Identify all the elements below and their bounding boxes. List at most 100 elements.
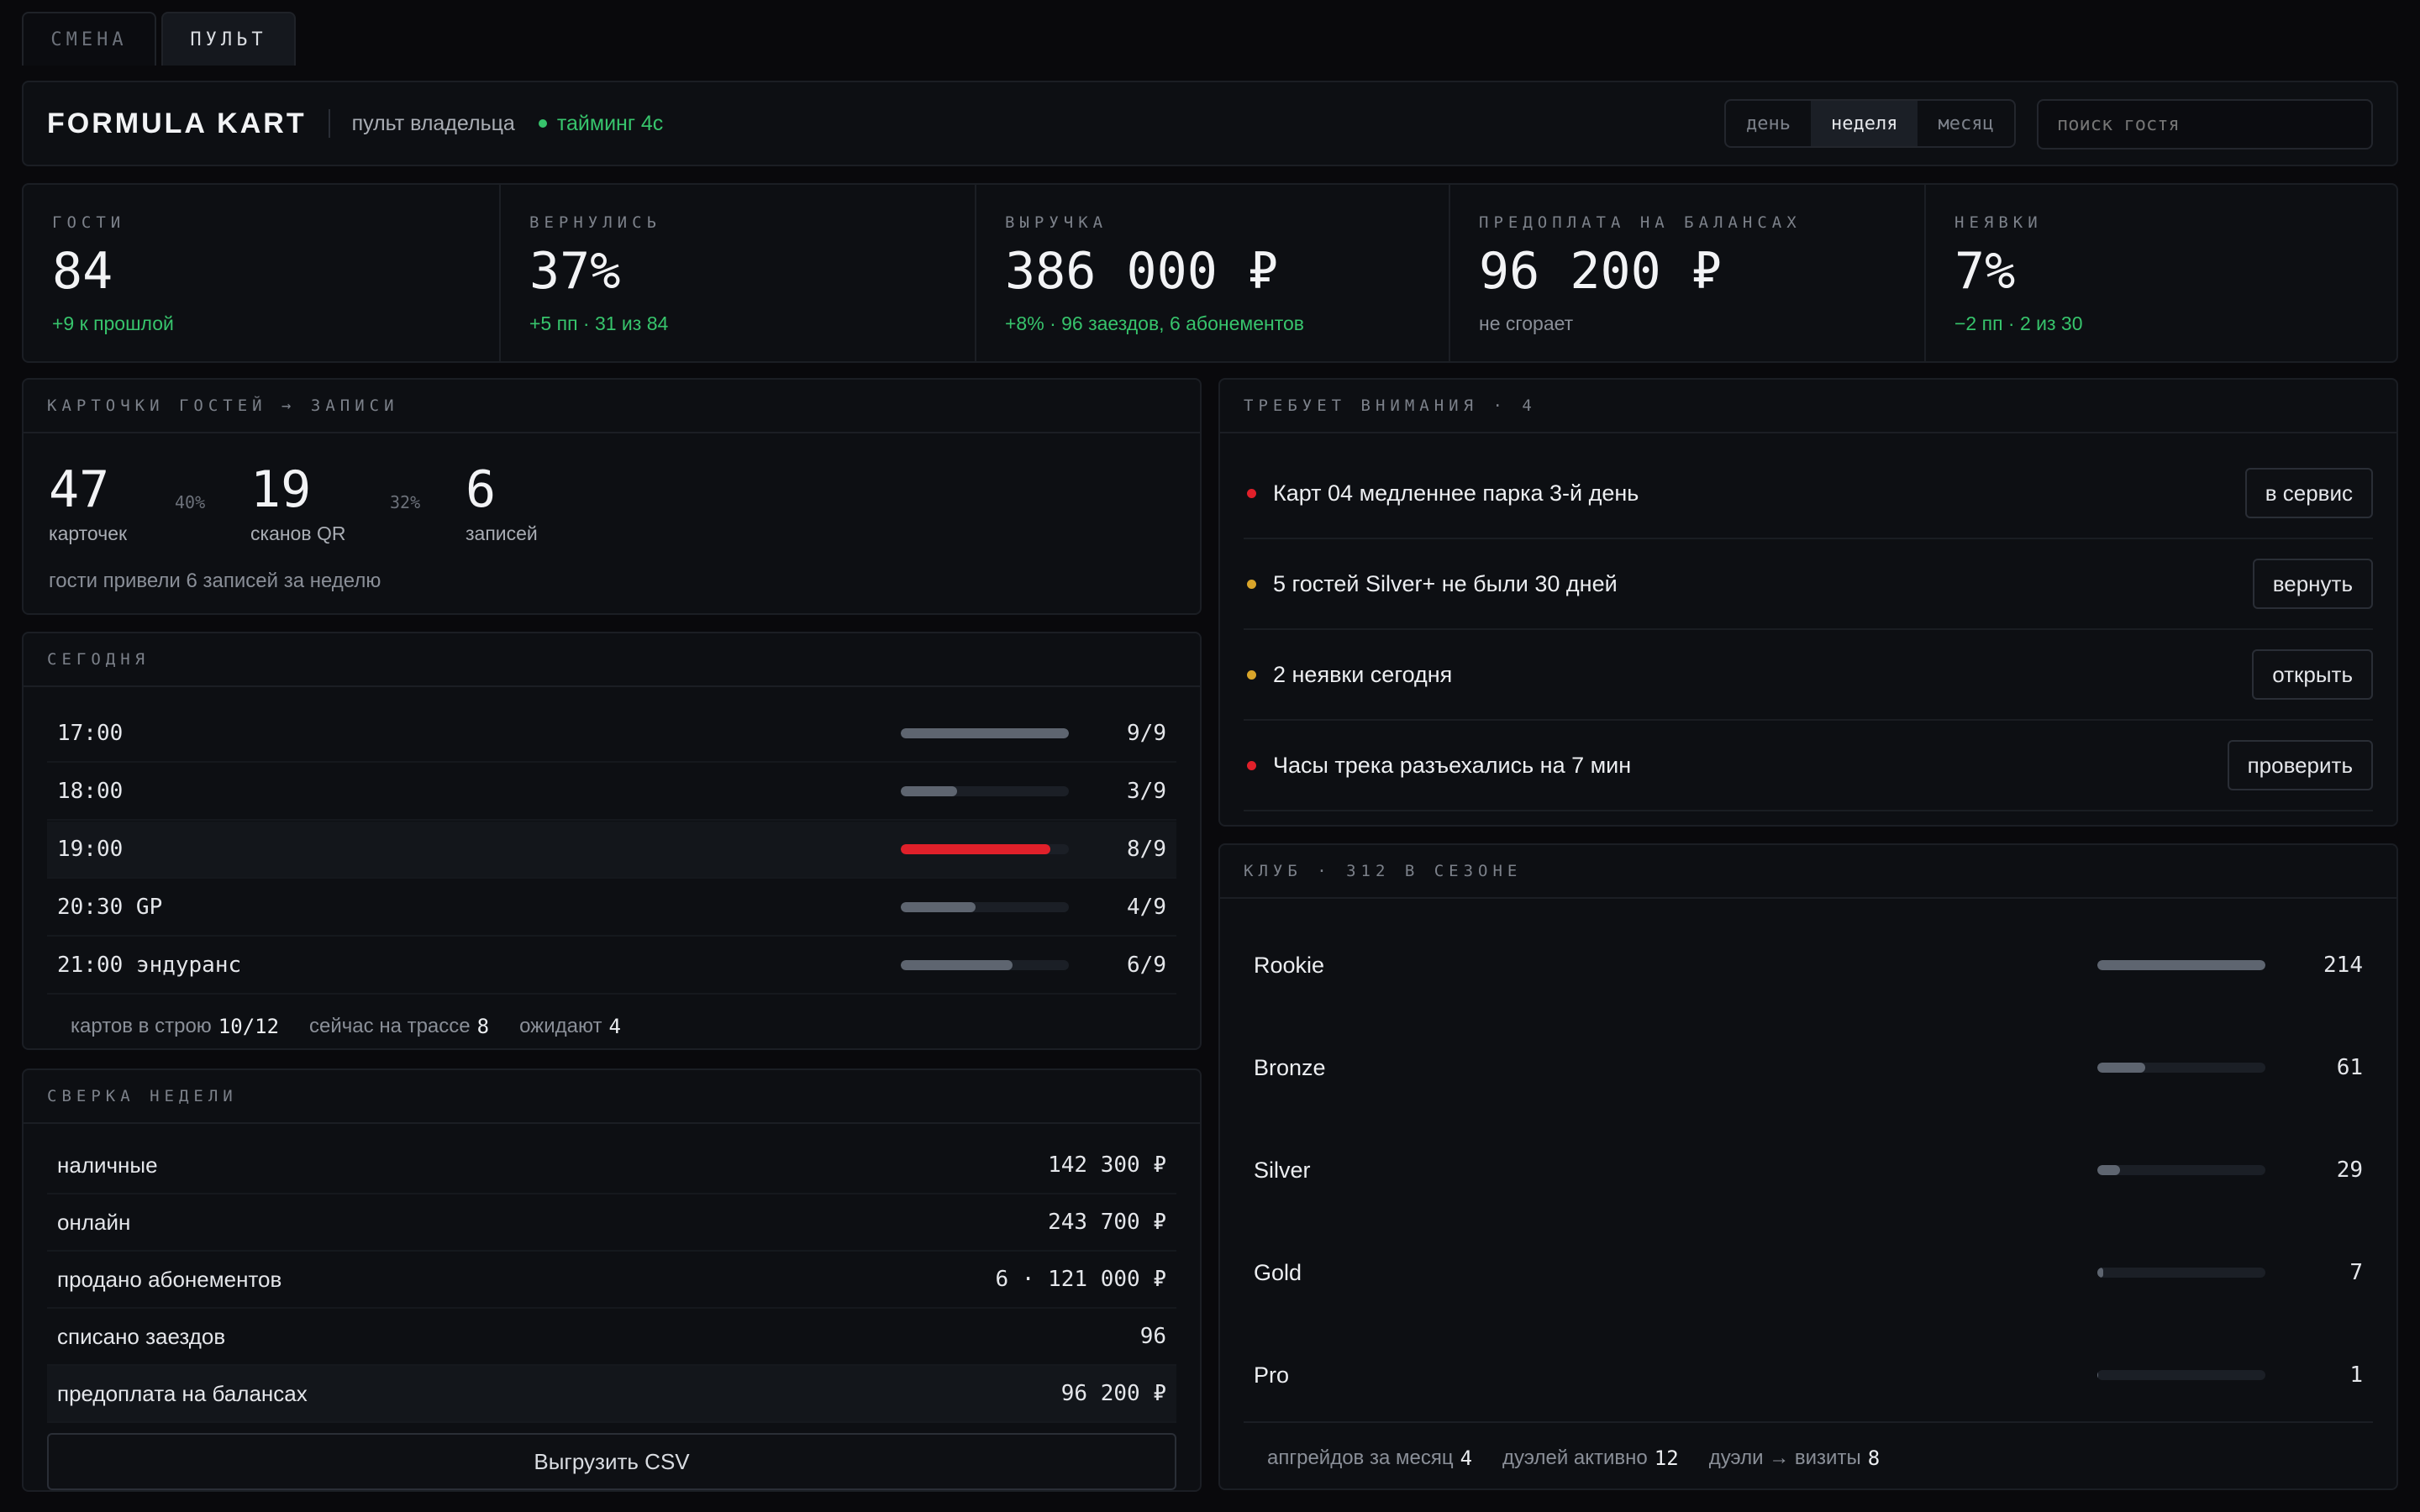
funnel-panel: КАРТОЧКИ ГОСТЕЙ → ЗАПИСИ 47 карточек 40%… [22,378,1202,615]
slot-count: 9/9 [1127,721,1166,746]
attention-item: 2 неявки сегодня открыть [1244,630,2373,721]
schedule-row[interactable]: 19:00 8/9 [47,822,1176,879]
kpi-value: 96 200 ₽ [1479,242,1722,301]
tier-bar [2097,1268,2265,1278]
schedule-row[interactable]: 20:30 GP 4/9 [47,879,1176,937]
attention-action-button[interactable]: открыть [2252,649,2373,700]
tier-name: Bronze [1254,1054,1326,1080]
waiting-value: 4 [608,1015,621,1038]
funnel-rate: 32% [390,492,421,512]
tier-bar [2097,1165,2265,1175]
schedule-row[interactable]: 17:00 9/9 [47,706,1176,763]
occupancy-fill [901,902,976,912]
severity-dot-icon [1247,488,1256,498]
recon-label: списано заездов [57,1323,226,1349]
kpi-value: 84 [52,242,113,301]
kpi-returned: ВЕРНУЛИСЬ 37% +5 пп · 31 из 84 [499,185,975,361]
attention-action-button[interactable]: в сервис [2244,468,2373,518]
tier-count: 1 [2349,1362,2363,1388]
page-subtitle: пульт владельца [351,111,515,135]
severity-dot-icon [1247,579,1256,589]
kpi-noshows: НЕЯВКИ 7% −2 пп · 2 из 30 [1924,185,2396,361]
period-week[interactable]: неделя [1810,101,1918,146]
header-bar: FORMULA KART пульт владельца тайминг 4с … [22,81,2398,166]
footer-label: картов в строю [71,1015,212,1037]
schedule-row[interactable]: 21:00 эндуранс 6/9 [47,937,1176,995]
slot-time: 18:00 [57,779,124,804]
kpi-guests: ГОСТИ 84 +9 к прошлой [24,185,499,361]
funnel-bookings-label: записей [466,522,538,544]
kpi-delta: −2 пп · 2 из 30 [1954,312,2083,334]
period-day[interactable]: день [1746,113,1791,134]
recon-row: продано абонементов 6 · 121 000 ₽ [47,1252,1176,1309]
section-title: ТРЕБУЕТ ВНИМАНИЯ · 4 [1244,396,1537,415]
divider [328,109,330,138]
slot-time: 17:00 [57,721,124,746]
recon-value: 6 · 121 000 ₽ [995,1267,1167,1292]
guest-search-input[interactable] [2037,99,2373,150]
club-tier-row: Rookie 214 [1244,914,2373,1016]
tier-fill [2097,1268,2103,1278]
occupancy-fill [901,786,957,796]
occupancy-fill [901,844,1050,854]
attention-text: Карт 04 медленнее парка 3-й день [1273,480,1639,506]
footer-label: дуэлей активно [1502,1446,1648,1469]
funnel-scans-label: сканов QR [250,522,346,544]
recon-row: списано заездов 96 [47,1309,1176,1366]
period-month[interactable]: месяц [1938,113,1994,134]
tier-count: 214 [2323,953,2363,978]
tier-count: 61 [2336,1055,2363,1080]
schedule-row[interactable]: 18:00 3/9 [47,764,1176,821]
attention-action-button[interactable]: вернуть [2252,559,2373,609]
slot-count: 8/9 [1127,837,1166,862]
period-switcher: день неделя месяц [1724,99,2016,148]
slot-count: 4/9 [1127,895,1166,920]
kpi-revenue: ВЫРУЧКА 386 000 ₽ +8% · 96 заездов, 6 аб… [975,185,1449,361]
kpi-prepayment: ПРЕДОПЛАТА НА БАЛАНСАХ 96 200 ₽ не сгора… [1449,185,1924,361]
kpi-delta: не сгорает [1479,312,1574,334]
section-title: СЕГОДНЯ [47,650,150,669]
tier-name: Rookie [1254,952,1325,978]
funnel-cards-label: карточек [49,522,128,544]
tier-count: 7 [2349,1260,2363,1285]
tab-pult[interactable]: ПУЛЬТ [161,12,296,66]
recon-label: онлайн [57,1209,131,1235]
recon-value: 96 200 ₽ [1060,1381,1166,1406]
funnel-bookings-value: 6 [466,460,497,519]
tier-fill [2097,1165,2121,1175]
occupancy-fill [901,728,1069,738]
recon-value: 96 [1139,1324,1166,1349]
section-title: КЛУБ · 312 В СЕЗОНЕ [1244,862,1523,880]
recon-value: 243 700 ₽ [1048,1210,1166,1235]
kpi-delta: +8% · 96 заездов, 6 абонементов [1005,312,1304,334]
severity-dot-icon [1247,760,1256,770]
upgrades-value: 4 [1460,1446,1473,1470]
kpi-label: ВЫРУЧКА [1005,213,1108,232]
karts-online-value: 10/12 [218,1015,280,1038]
funnel-scans-value: 19 [250,460,312,519]
attention-text: Часы трека разъехались на 7 мин [1273,752,1632,778]
footer-label: дуэли → визиты [1708,1446,1861,1469]
occupancy-bar [901,844,1069,854]
occupancy-bar [901,960,1069,970]
tier-name: Pro [1254,1362,1290,1388]
tier-name: Gold [1254,1259,1302,1285]
tab-smena[interactable]: СМЕНА [22,12,156,66]
occupancy-bar [901,728,1069,738]
occupancy-bar [901,902,1069,912]
footer-label: апгрейдов за месяц [1267,1446,1454,1469]
attention-item: Карт 04 медленнее парка 3-й день в сервис [1244,449,2373,539]
export-csv-button[interactable]: Выгрузить CSV [47,1433,1176,1490]
timing-status: тайминг 4с [556,111,664,135]
club-footer: апгрейдов за месяц 4 дуэлей активно 12 дуэ… [1267,1441,1910,1475]
attention-action-button[interactable]: проверить [2227,740,2373,790]
recon-label: наличные [57,1152,158,1178]
kpi-value: 7% [1954,242,2016,301]
slot-time: 21:00 эндуранс [57,953,242,978]
kpi-label: ВЕРНУЛИСЬ [529,213,661,232]
club-tier-row: Silver 29 [1244,1119,2373,1221]
funnel-rate: 40% [175,492,206,512]
duel-visits-value: 8 [1867,1446,1881,1470]
tier-bar [2097,1370,2265,1380]
section-title: КАРТОЧКИ ГОСТЕЙ → ЗАПИСИ [47,396,399,415]
